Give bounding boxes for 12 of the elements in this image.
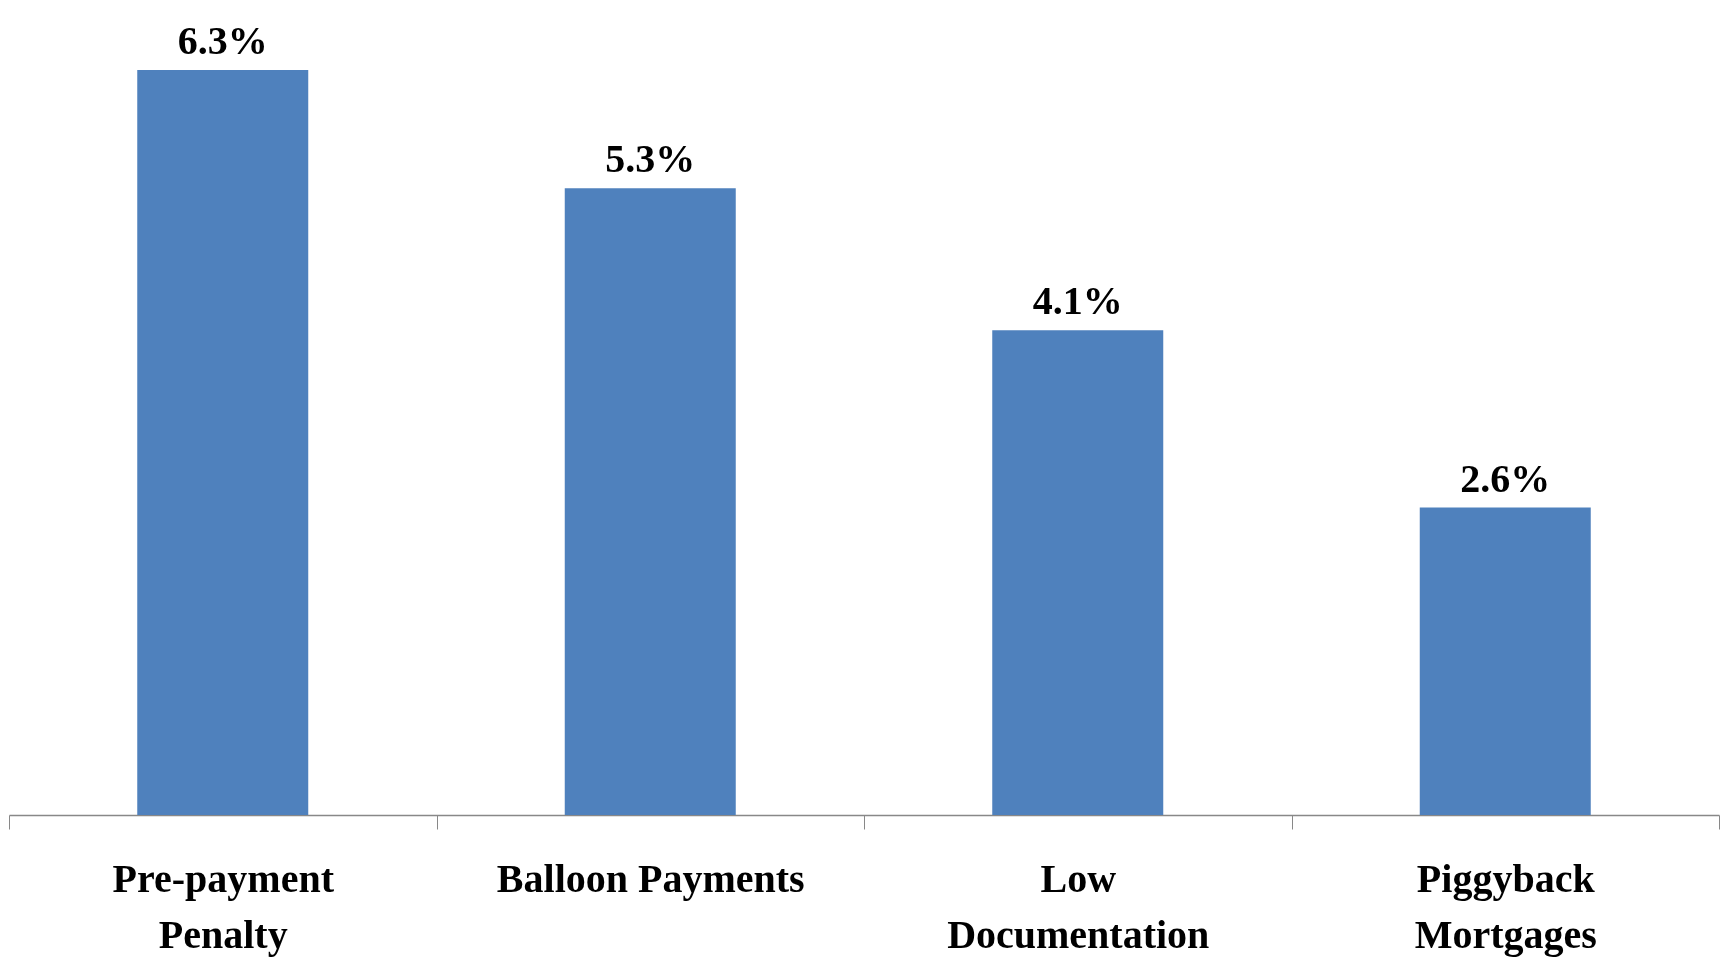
bar [564,188,736,815]
data-label: 2.6% [1460,455,1551,501]
data-label: 4.1% [1032,278,1123,324]
bar [137,70,309,815]
data-label: 6.3% [177,18,268,63]
data-label: 5.3% [605,136,696,182]
x-tick-label: Low Documentation [947,855,1210,957]
x-tick-label: Piggyback Mortgages [1414,855,1597,957]
x-tick-label: Balloon Payments [496,855,805,901]
bar [1419,507,1591,815]
x-tick-label: Pre-payment Penalty [112,855,335,957]
bar [992,330,1164,815]
